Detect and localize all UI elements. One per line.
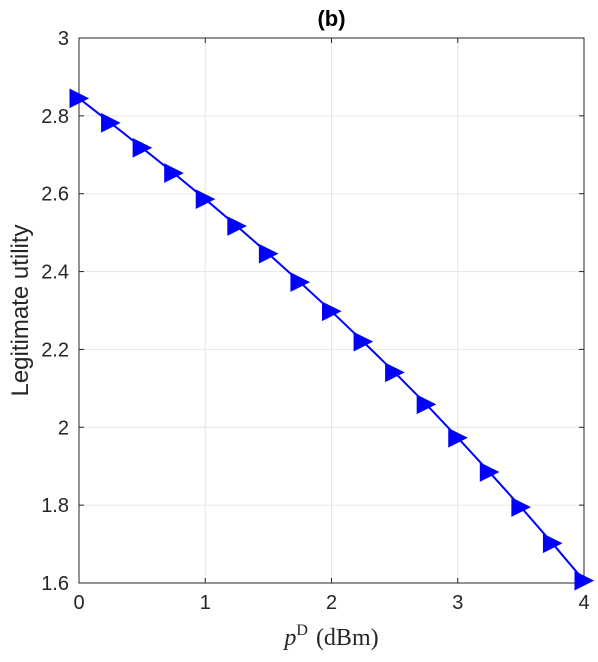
y-tick-label: 2.6: [41, 184, 69, 206]
axis-ticks: 0 1 2 3 4 1.6 1.8 2 2.2 2.4 2.6 2.8 3: [41, 28, 589, 614]
x-tick-label: 0: [73, 592, 84, 614]
x-axis-label: pD (dBm): [282, 622, 378, 651]
data-point-marker: [479, 462, 500, 482]
data-point-marker: [385, 362, 405, 383]
y-tick-label: 1.6: [41, 573, 69, 595]
y-tick-label: 3: [58, 28, 69, 50]
data-point-marker: [258, 243, 279, 264]
data-point-marker: [353, 331, 374, 352]
data-point-marker: [416, 394, 437, 415]
y-tick-label: 2.4: [41, 262, 69, 284]
data-point-marker: [322, 301, 342, 322]
y-tick-label: 1.8: [41, 495, 69, 517]
x-tick-label: 2: [326, 592, 337, 614]
data-point-marker: [164, 163, 184, 183]
x-tick-label: 1: [200, 592, 211, 614]
data-point-marker: [132, 137, 153, 158]
x-axis-label-superscript: D: [296, 622, 308, 639]
data-point-marker: [101, 113, 121, 133]
data-point-marker: [227, 216, 247, 236]
x-axis-label-variable: p: [282, 625, 296, 651]
x-axis-label-unit: (dBm): [316, 625, 379, 651]
data-point-marker: [542, 533, 563, 554]
data-point-marker: [290, 272, 311, 292]
data-point-marker: [448, 427, 468, 448]
y-tick-label: 2.2: [41, 339, 69, 361]
data-point-marker: [511, 497, 531, 517]
y-tick-label: 2.8: [41, 106, 69, 128]
x-tick-label: 3: [452, 592, 463, 614]
data-point-marker: [195, 189, 216, 209]
x-tick-label: 4: [578, 592, 589, 614]
y-axis-label: Legitimate utility: [7, 224, 34, 396]
series-layer: [69, 88, 595, 591]
chart-title: (b): [317, 6, 345, 31]
data-point-marker: [69, 88, 90, 109]
y-tick-label: 2: [58, 417, 69, 439]
data-point-marker: [574, 570, 595, 591]
